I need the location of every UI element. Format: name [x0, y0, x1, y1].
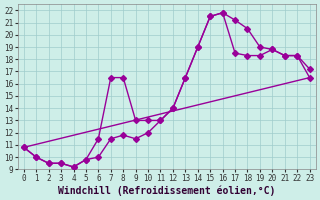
X-axis label: Windchill (Refroidissement éolien,°C): Windchill (Refroidissement éolien,°C) [58, 185, 276, 196]
